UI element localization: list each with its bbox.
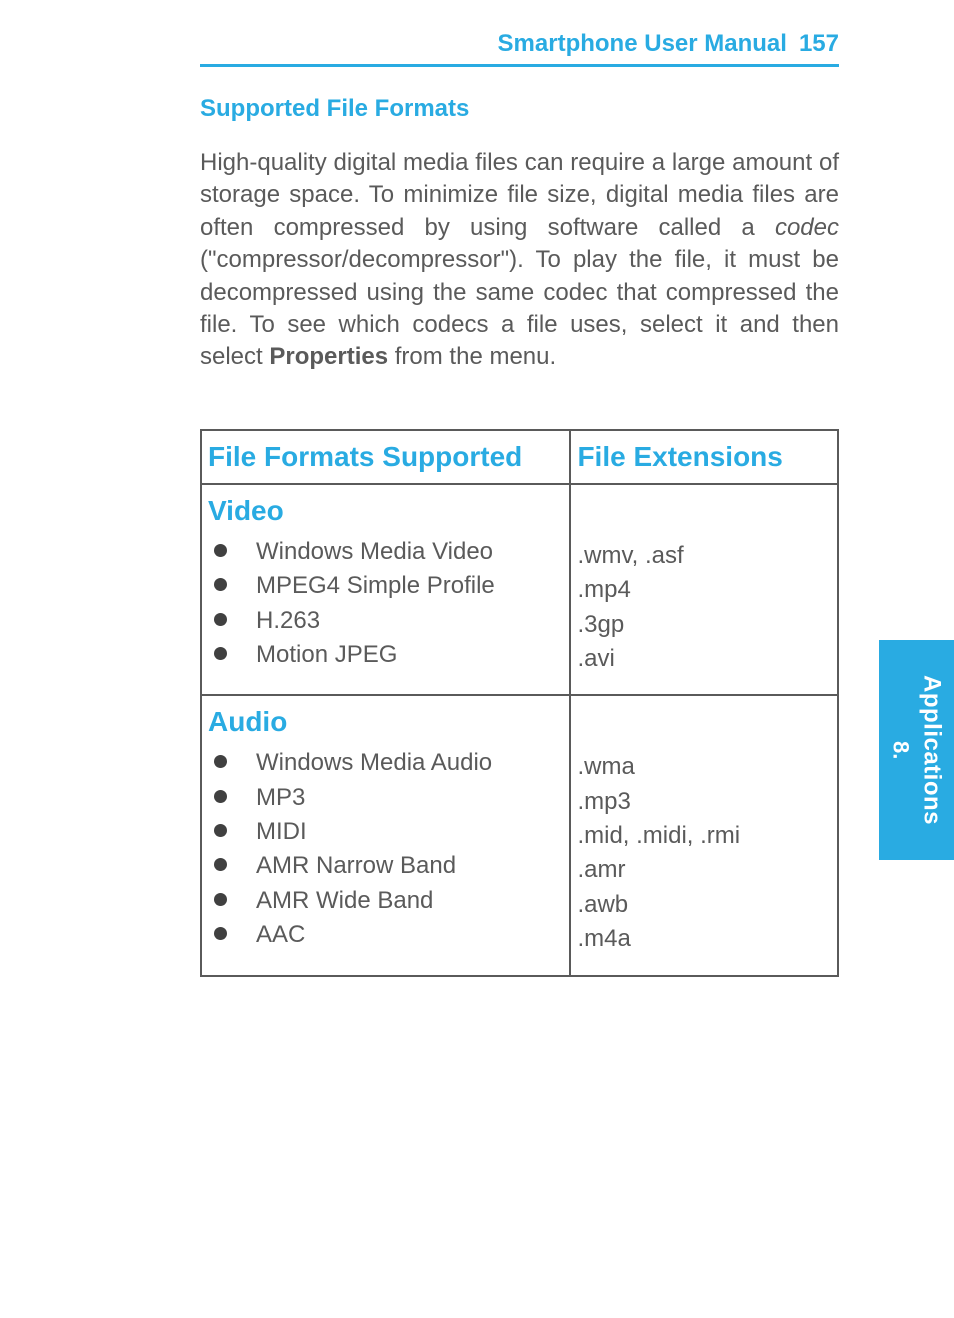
section-paragraph: High-quality digital media files can req… — [200, 147, 839, 374]
table-row: Audio Windows Media Audio MP3 MIDI AMR N… — [201, 695, 838, 975]
ext-item: .amr — [577, 853, 831, 887]
ext-item: .m4a — [577, 922, 831, 956]
video-format-list: Windows Media Video MPEG4 Simple Profile… — [208, 535, 563, 673]
properties-term: Properties — [269, 343, 388, 370]
formats-cell: Audio Windows Media Audio MP3 MIDI AMR N… — [201, 695, 570, 975]
ext-item: .mp4 — [577, 573, 831, 607]
ext-item: .mp3 — [577, 785, 831, 819]
page-header: Smartphone User Manual 157 — [200, 30, 839, 67]
list-item: Motion JPEG — [208, 638, 563, 672]
file-formats-table: File Formats Supported File Extensions V… — [200, 429, 839, 977]
ext-item: .awb — [577, 888, 831, 922]
ext-item: .avi — [577, 642, 831, 676]
list-item: Windows Media Audio — [208, 746, 563, 780]
category-title-audio: Audio — [208, 706, 563, 738]
col-header-extensions: File Extensions — [570, 430, 838, 484]
extensions-cell: .wmv, .asf .mp4 .3gp .avi — [570, 484, 838, 696]
list-item: AMR Narrow Band — [208, 849, 563, 883]
audio-extension-list: .wma .mp3 .mid, .midi, .rmi .amr .awb .m… — [577, 706, 831, 956]
list-item: MIDI — [208, 815, 563, 849]
page: Smartphone User Manual 157 Supported Fil… — [0, 0, 954, 1318]
list-item: H.263 — [208, 604, 563, 638]
header-page-number: 157 — [799, 30, 839, 58]
codec-term: codec — [775, 214, 839, 241]
paragraph-part: from the menu. — [388, 343, 556, 370]
table-row: Video Windows Media Video MPEG4 Simple P… — [201, 484, 838, 696]
section-title: Supported File Formats — [200, 95, 839, 123]
list-item: AMR Wide Band — [208, 884, 563, 918]
paragraph-part: High-quality digital media files can req… — [200, 149, 839, 241]
ext-item: .wma — [577, 750, 831, 784]
header-title: Smartphone User Manual — [498, 30, 787, 58]
category-title-video: Video — [208, 495, 563, 527]
chapter-thumb-tab: 8. Applications — [879, 640, 954, 860]
table-header-row: File Formats Supported File Extensions — [201, 430, 838, 484]
ext-item: .wmv, .asf — [577, 539, 831, 573]
list-item: AAC — [208, 918, 563, 952]
col-header-formats: File Formats Supported — [201, 430, 570, 484]
chapter-number: 8. — [888, 741, 914, 759]
chapter-title: Applications — [918, 675, 946, 825]
ext-item: .mid, .midi, .rmi — [577, 819, 831, 853]
ext-item: .3gp — [577, 608, 831, 642]
formats-cell: Video Windows Media Video MPEG4 Simple P… — [201, 484, 570, 696]
extensions-cell: .wma .mp3 .mid, .midi, .rmi .amr .awb .m… — [570, 695, 838, 975]
audio-format-list: Windows Media Audio MP3 MIDI AMR Narrow … — [208, 746, 563, 952]
list-item: MPEG4 Simple Profile — [208, 569, 563, 603]
list-item: MP3 — [208, 781, 563, 815]
list-item: Windows Media Video — [208, 535, 563, 569]
video-extension-list: .wmv, .asf .mp4 .3gp .avi — [577, 495, 831, 677]
